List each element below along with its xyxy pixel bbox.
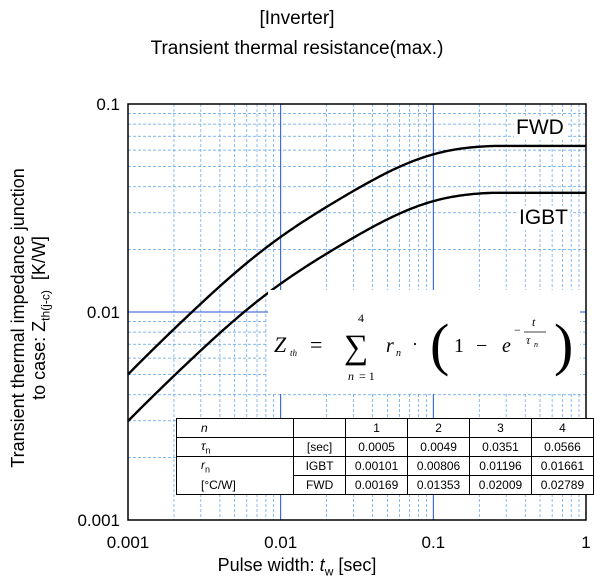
table-header-row: n 1 2 3 4 — [175, 418, 594, 438]
table-row-tau: τn [sec] 0.0005 0.0049 0.0351 0.0566 — [175, 437, 594, 457]
svg-text:n: n — [396, 348, 401, 359]
svg-text:·: · — [412, 334, 418, 354]
svg-text:): ) — [554, 312, 573, 377]
table-row-fwd: [°C/W] FWD 0.00169 0.01353 0.02009 0.027… — [175, 475, 594, 495]
x-tick-label: 0.01 — [264, 533, 297, 552]
x-tick-label: 0.001 — [107, 533, 150, 552]
svg-text:n: n — [534, 340, 538, 349]
svg-text:Z: Z — [274, 332, 287, 357]
svg-text:τ: τ — [526, 333, 531, 347]
svg-text:th: th — [290, 348, 298, 358]
chart-title-line1: [Inverter] — [259, 8, 335, 29]
y-tick-label: 0.01 — [87, 303, 120, 322]
svg-text:= 1: = 1 — [359, 369, 375, 383]
svg-text:e: e — [502, 335, 511, 357]
formula-box: Z th = 4 ∑ n = 1 r n · ( 1 − e − t τ n ) — [268, 290, 580, 394]
svg-text:4: 4 — [358, 311, 364, 325]
parameter-table: n 1 2 3 4 τn [sec] 0.0005 0.0049 0.0351 … — [175, 418, 594, 495]
table-row-igbt: rn IGBT 0.00101 0.00806 0.01196 0.01661 — [175, 456, 594, 476]
formula: Z th = 4 ∑ n = 1 r n · ( 1 − e − t τ n ) — [274, 311, 573, 383]
plot-frame — [127, 103, 587, 521]
x-axis-label: Pulse width: tw [sec] — [217, 555, 377, 579]
series-line-igbt — [127, 191, 586, 422]
curves — [127, 144, 586, 422]
series-label-igbt: IGBT — [517, 206, 571, 230]
y-axis-label: Transient thermal impedance junction to … — [8, 168, 53, 468]
y-tick-label: 0.1 — [96, 95, 120, 114]
svg-text:t: t — [532, 315, 536, 329]
svg-text:=: = — [310, 332, 322, 357]
series-line-fwd — [127, 144, 586, 376]
svg-text:(: ( — [430, 312, 449, 377]
x-tick-label: 1 — [581, 533, 590, 552]
series-label-fwd: FWD — [514, 116, 566, 140]
svg-text:−: − — [476, 335, 487, 357]
svg-text:−: − — [514, 323, 521, 337]
svg-text:∑: ∑ — [344, 329, 368, 366]
svg-text:1: 1 — [454, 335, 464, 357]
y-tick-label: 0.001 — [77, 511, 120, 530]
svg-text:n: n — [348, 369, 354, 383]
chart-title-line2: Transient thermal resistance(max.) — [150, 38, 444, 59]
x-tick-label: 0.1 — [422, 533, 446, 552]
tick-labels: 0.001 0.01 0.1 1 0.001 0.01 0.1 — [77, 95, 590, 552]
svg-text:r: r — [386, 335, 394, 357]
